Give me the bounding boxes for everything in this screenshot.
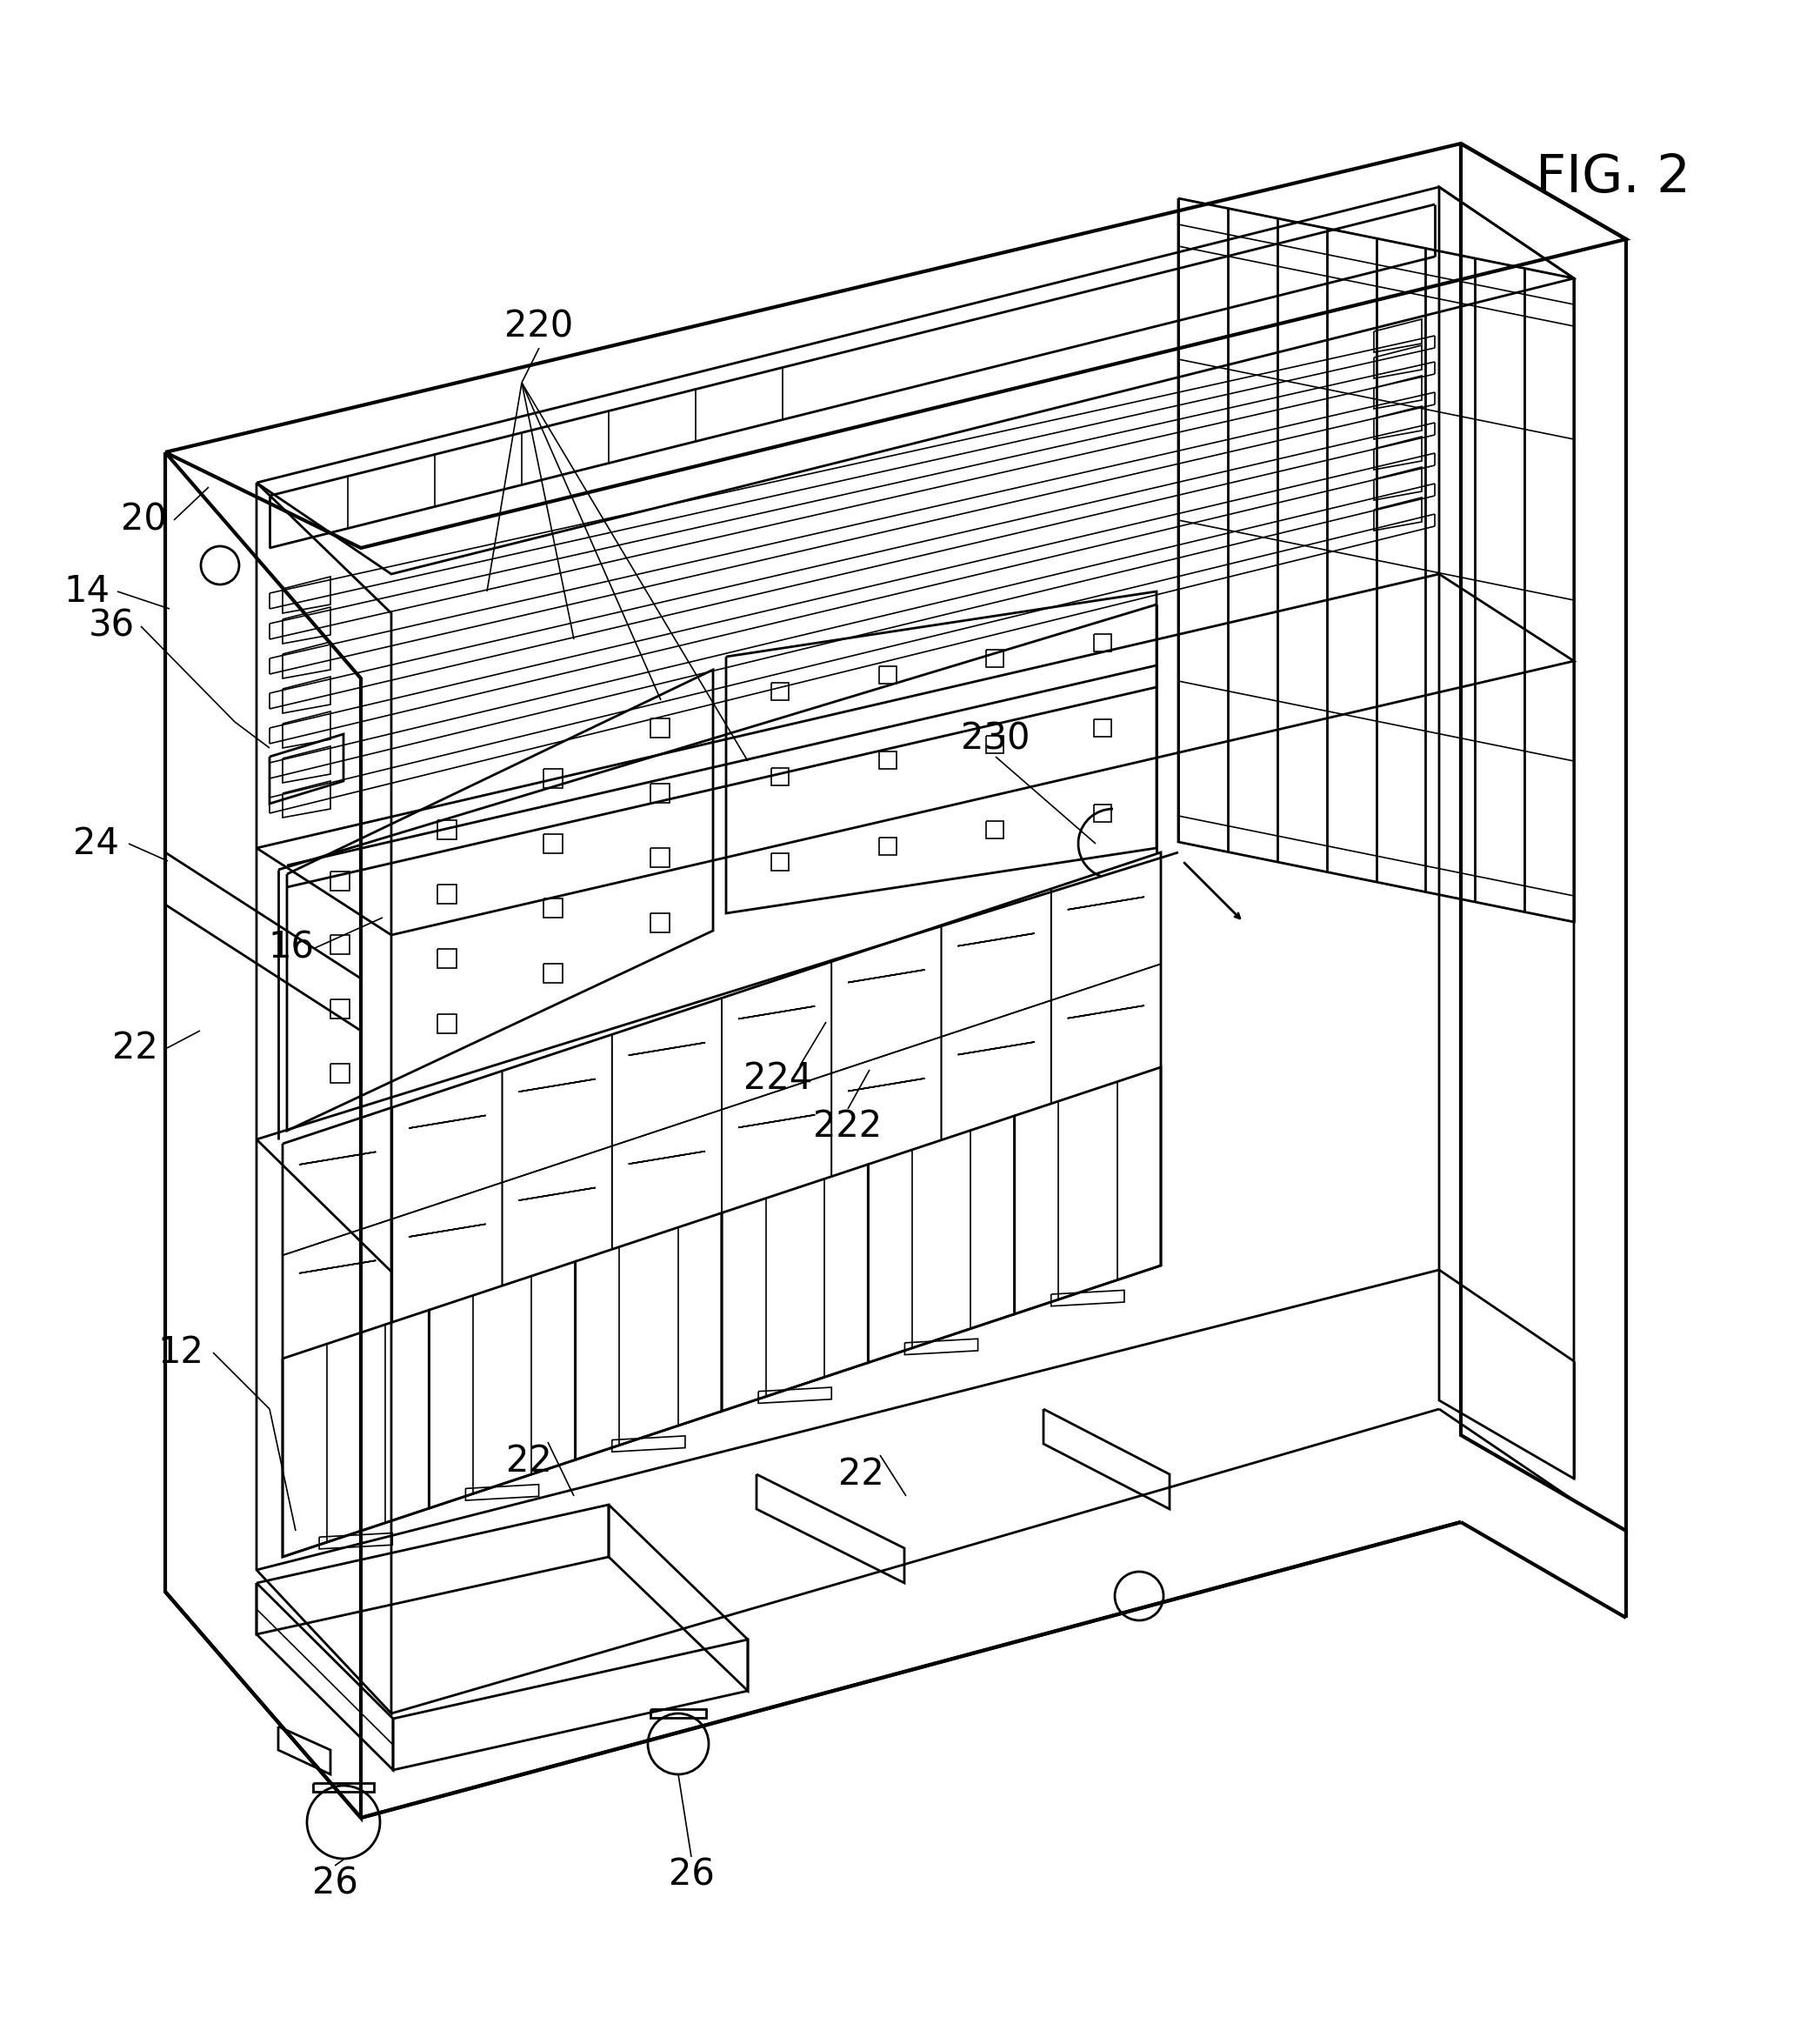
Text: 22: 22 [837,1456,885,1493]
Text: 24: 24 [73,825,118,861]
Text: 222: 222 [814,1107,883,1144]
Text: 220: 220 [504,309,573,345]
Text: 22: 22 [506,1442,551,1480]
Text: 16: 16 [268,930,315,966]
Text: 20: 20 [120,502,166,539]
Text: FIG. 2: FIG. 2 [1536,153,1691,204]
Text: 22: 22 [111,1031,158,1067]
Text: 14: 14 [64,573,109,609]
Text: 26: 26 [668,1856,713,1892]
Text: 224: 224 [744,1061,814,1097]
Text: 36: 36 [87,607,135,645]
Text: 12: 12 [158,1333,204,1372]
Text: 26: 26 [311,1866,359,1902]
Text: 230: 230 [961,720,1030,758]
